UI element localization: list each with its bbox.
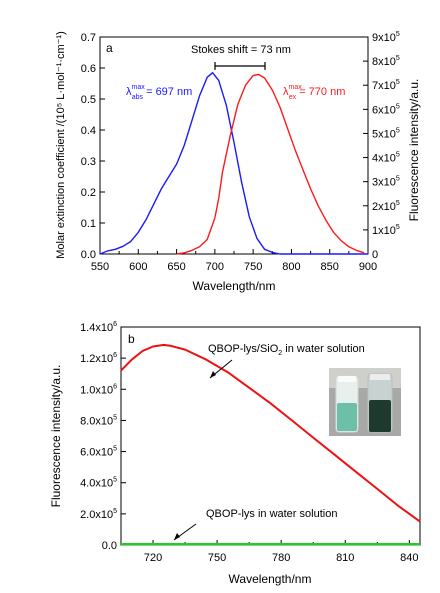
panel-b-chart: 720 750 780 810 840 0.0 2.0x105 4.0x105 6.0x105… [49, 321, 421, 586]
panel-a-right-tick-label: 4x105 [372, 152, 400, 165]
panel-a-right-axis-title: Fluorescence intensity/a.u. [407, 79, 421, 222]
panel-b-series [120, 343, 421, 546]
panel-b-x-tick-label: 720 [144, 552, 162, 564]
panel-a-x-tick-label: 850 [321, 261, 339, 273]
panel-a-left-axis-title: Molar extinction coefficient /(10⁵ L·mol… [55, 31, 67, 258]
panel-a-left-tick-label: 0.5 [81, 94, 96, 106]
panel-a-x-tick-label: 900 [359, 261, 377, 273]
panel-b-x-tick-labels: 720 750 780 810 840 [144, 552, 419, 564]
silica-arrow-head [210, 371, 216, 378]
panel-b-letter: b [128, 332, 135, 346]
emission-max-label: λmax ex = 770 nm [283, 84, 345, 101]
panel-a-right-tick-label: 0 [372, 249, 378, 261]
emission-curve [176, 73, 365, 255]
panel-b-x-tick-label: 810 [336, 552, 354, 564]
panel-b-y-tick-label: 1.4x106 [80, 321, 117, 334]
panel-a-right-tick-label: 9x105 [372, 31, 400, 44]
panel-a-right-tick-label: 1x105 [372, 224, 400, 237]
panel-a-right-tick-label: 5x105 [372, 127, 400, 140]
panel-a-x-tick-label: 650 [167, 261, 185, 273]
panel-a-chart: 550 600 650 700 750 800 850 900 0.0 0.1 0.2 0.3 0.4… [55, 31, 421, 293]
panel-a-right-tick-label: 8x105 [372, 55, 400, 68]
panel-a-left-tick-label: 0.6 [81, 63, 96, 75]
panel-b-x-tick-label: 840 [400, 552, 418, 564]
panel-a-left-tick-labels: 0.0 0.1 0.2 0.3 0.4 0.5 0.6 0.7 [81, 32, 96, 261]
panel-b-y-tick-labels: 0.0 2.0x105 4.0x105 6.0x105 8.0x105 1.0x106 1.… [80, 321, 117, 552]
panel-b-x-tick-label: 750 [208, 552, 226, 564]
panel-a-left-tick-label: 0.2 [81, 187, 96, 199]
panel-a-right-tick-labels: 0 1x105 2x105 3x105 4x105 5x105 6x105 7x105 8x10… [372, 31, 400, 261]
silica-series-label: QBOP-lys/SiO2 in water solution [208, 343, 365, 357]
panel-a-x-tick-label: 700 [206, 261, 224, 273]
panel-a-left-tick-label: 0.1 [81, 218, 96, 230]
absorption-curve [99, 72, 368, 255]
panel-a-x-tick-label: 600 [129, 261, 147, 273]
panel-a-left-tick-label: 0.3 [81, 156, 96, 168]
panel-b-y-axis-title: Fluorescence intensity/a.u. [49, 365, 63, 508]
water-arrow-head [174, 533, 180, 540]
panel-a-right-tick-label: 6x105 [372, 103, 400, 116]
panel-b-y-tick-label: 6.0x105 [80, 446, 117, 459]
panel-a-right-tick-label: 7x105 [372, 79, 400, 92]
panel-b-y-tick-label: 0.0 [102, 540, 117, 552]
panel-b-y-tick-label: 1.2x106 [80, 352, 117, 365]
panel-a-series [99, 72, 368, 255]
panel-b-y-tick-label: 2.0x105 [80, 508, 117, 521]
panel-a-x-tick-label: 750 [244, 261, 262, 273]
panel-b-y-tick-label: 8.0x105 [80, 414, 117, 427]
panel-a-left-tick-label: 0.0 [81, 249, 96, 261]
stokes-shift-label: Stokes shift = 73 nm [191, 44, 291, 56]
panel-b-y-tick-label: 1.0x106 [80, 383, 117, 396]
panel-a-x-tick-labels: 550 600 650 700 750 800 850 900 [91, 261, 377, 273]
panel-a-x-tick-label: 800 [282, 261, 300, 273]
water-series-label: QBOP-lys in water solution [206, 508, 337, 520]
panel-b-y-tick-label: 4.0x105 [80, 477, 117, 490]
panel-b-x-axis-title: Wavelength/nm [229, 572, 312, 586]
vials-photo [329, 368, 401, 436]
silica-curve [120, 343, 421, 523]
panel-a-x-tick-label: 550 [91, 261, 109, 273]
panel-a-right-tick-label: 3x105 [372, 176, 400, 189]
panel-a-right-tick-label: 2x105 [372, 200, 400, 213]
panel-a-x-axis-title: Wavelength/nm [193, 279, 276, 293]
panel-a-letter: a [106, 41, 113, 55]
dark-vial [367, 373, 393, 433]
panel-b-x-tick-label: 780 [272, 552, 290, 564]
clear-vial [335, 375, 359, 433]
panel-a-left-tick-label: 0.4 [81, 125, 96, 137]
panel-a-left-tick-label: 0.7 [81, 32, 96, 44]
absorption-max-label: λmax abs = 697 nm [126, 84, 192, 101]
